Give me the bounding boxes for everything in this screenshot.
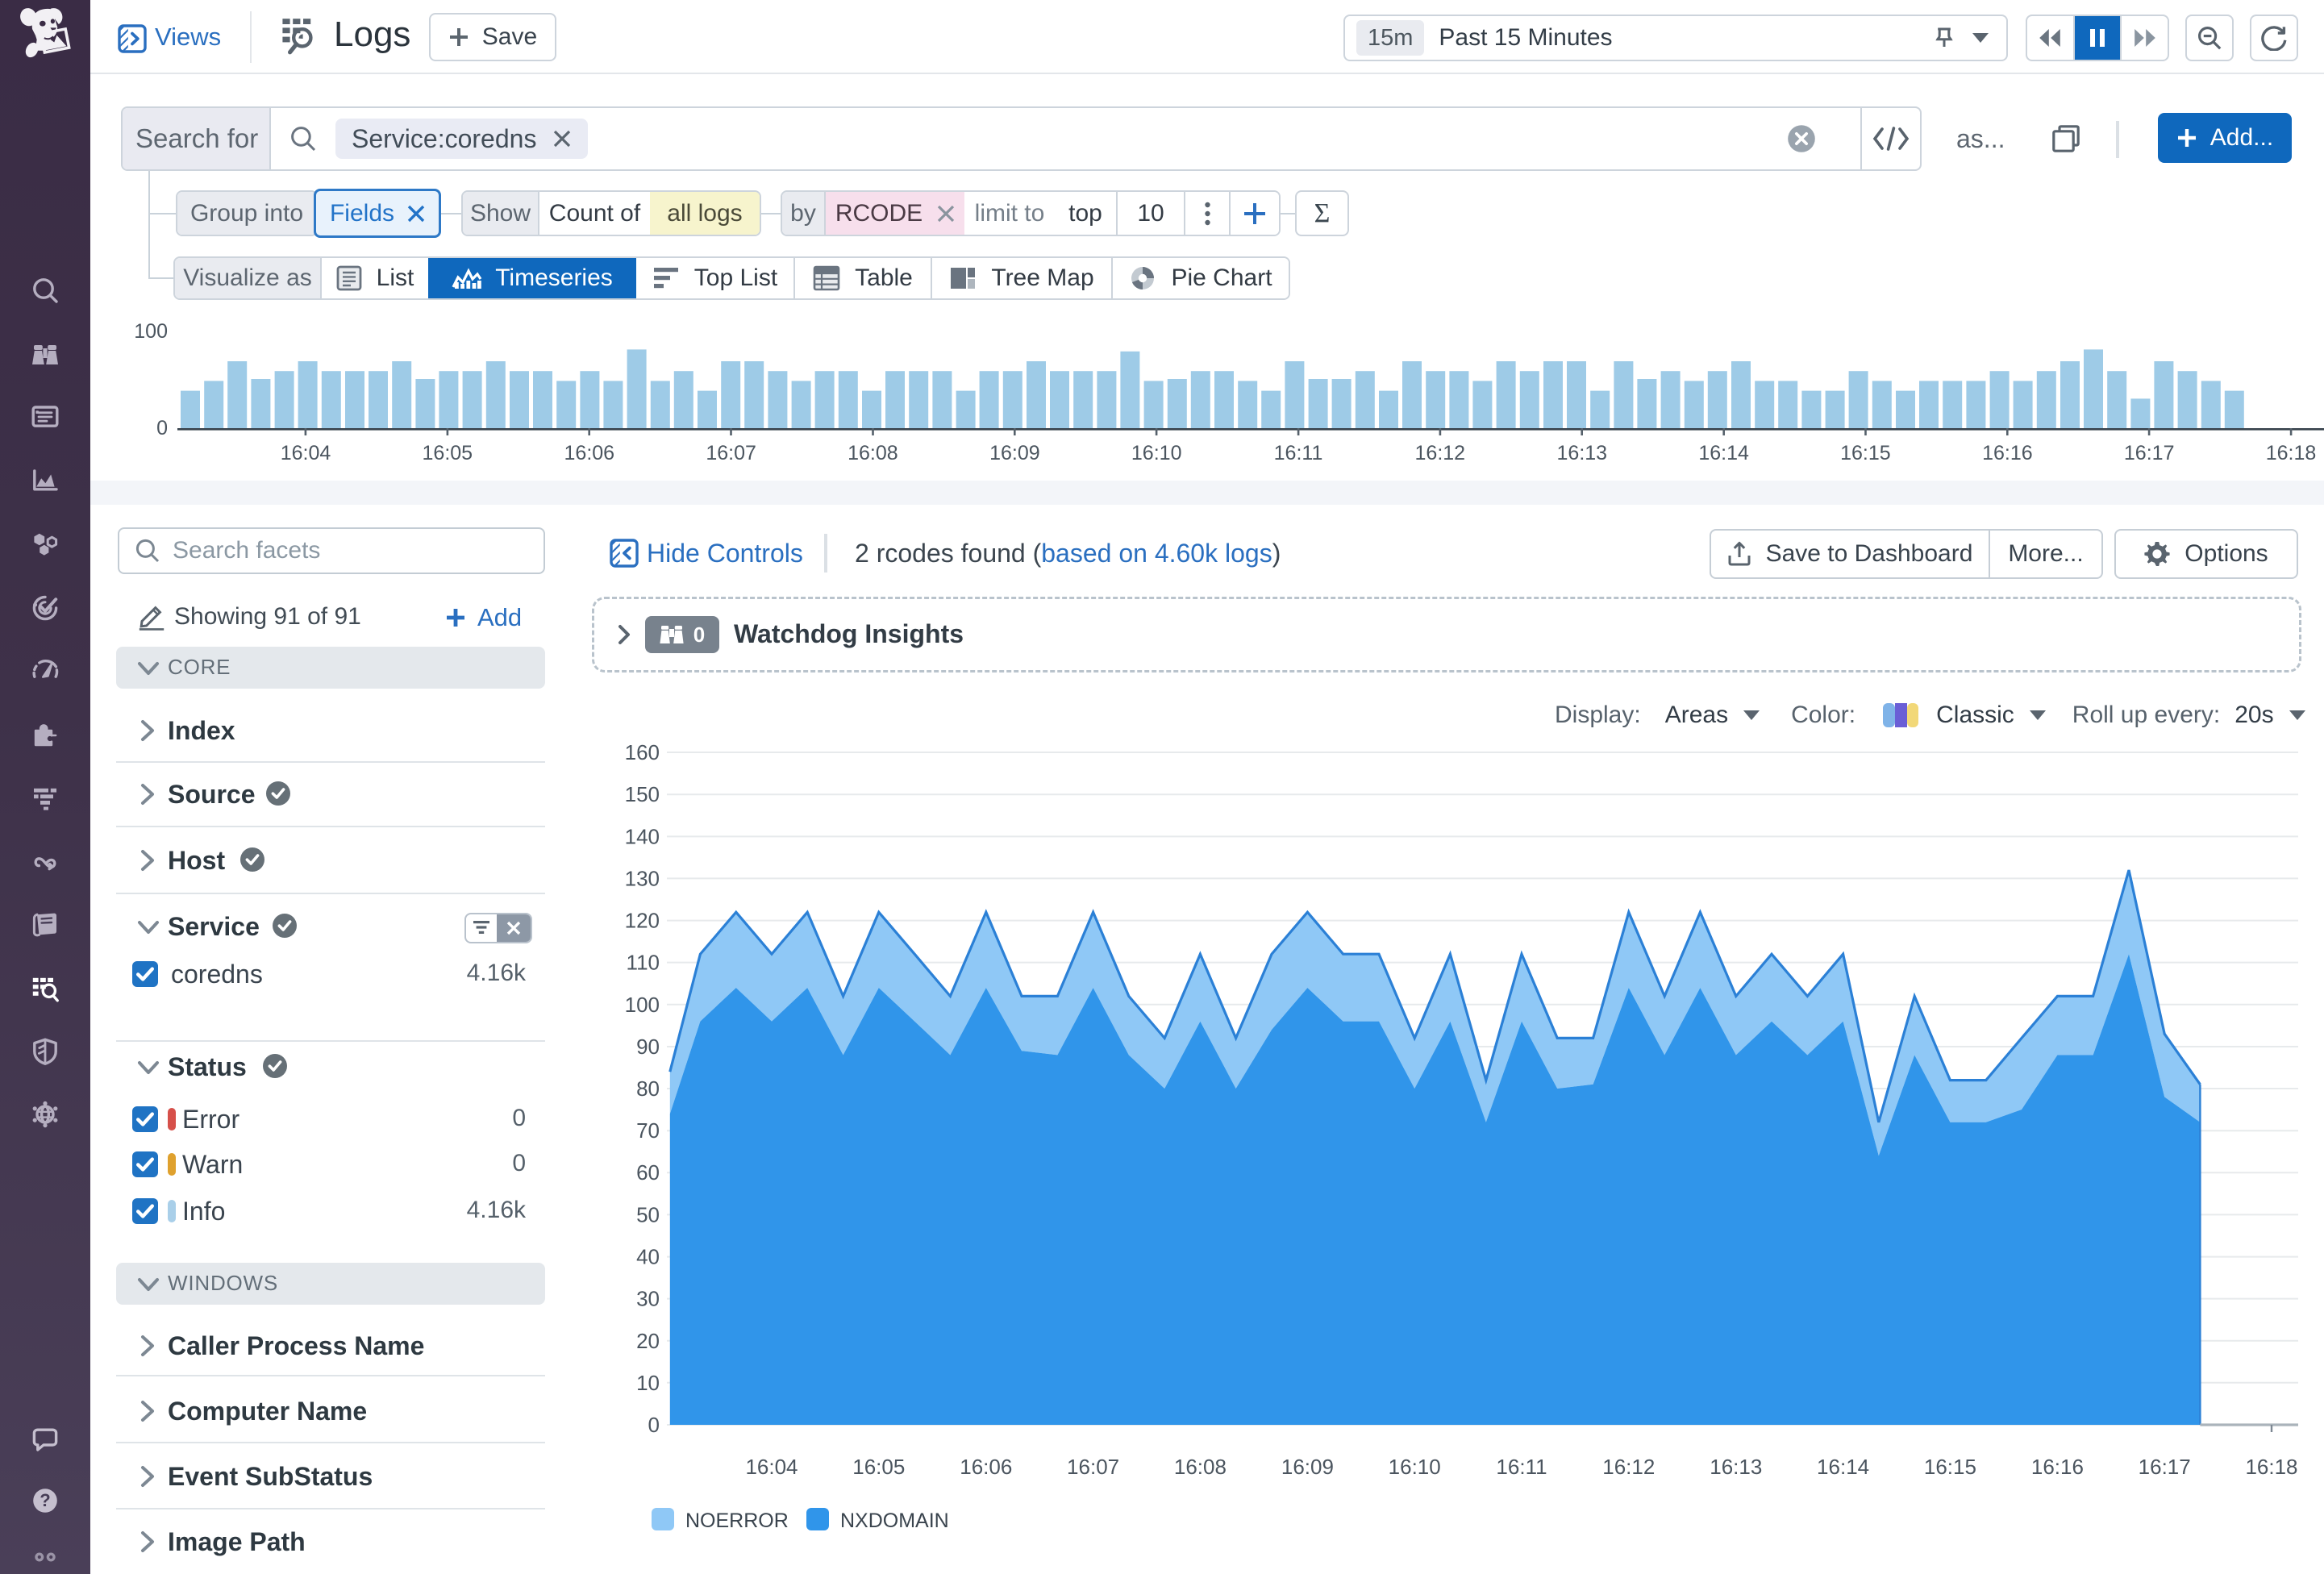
svg-text:16:09: 16:09	[989, 442, 1040, 464]
svg-text:40: 40	[636, 1245, 660, 1269]
svg-text:16:11: 16:11	[1496, 1455, 1547, 1479]
svg-text:70: 70	[636, 1118, 660, 1143]
svg-text:0: 0	[648, 1413, 660, 1437]
svg-text:16:06: 16:06	[960, 1455, 1012, 1479]
svg-text:0: 0	[156, 417, 168, 439]
svg-text:16:04: 16:04	[745, 1455, 798, 1479]
svg-text:120: 120	[625, 909, 660, 933]
svg-text:160: 160	[625, 740, 660, 764]
svg-text:16:04: 16:04	[281, 442, 331, 464]
svg-text:150: 150	[625, 782, 660, 806]
svg-text:16:13: 16:13	[1710, 1455, 1762, 1479]
svg-text:16:05: 16:05	[852, 1455, 905, 1479]
svg-text:16:08: 16:08	[848, 442, 898, 464]
svg-text:100: 100	[625, 993, 660, 1017]
svg-text:16:17: 16:17	[2139, 1455, 2191, 1479]
svg-text:100: 100	[134, 320, 168, 343]
svg-text:10: 10	[636, 1371, 660, 1395]
svg-text:16:12: 16:12	[1415, 442, 1466, 464]
svg-text:16:17: 16:17	[2124, 442, 2175, 464]
svg-text:16:05: 16:05	[423, 442, 473, 464]
svg-text:16:10: 16:10	[1131, 442, 1182, 464]
svg-text:16:09: 16:09	[1281, 1455, 1334, 1479]
svg-text:20: 20	[636, 1329, 660, 1353]
svg-text:16:16: 16:16	[2031, 1455, 2084, 1479]
svg-text:110: 110	[627, 951, 660, 975]
svg-text:130: 130	[625, 866, 660, 890]
svg-text:16:14: 16:14	[1698, 442, 1749, 464]
svg-text:16:14: 16:14	[1817, 1455, 1869, 1479]
svg-text:60: 60	[636, 1160, 660, 1185]
svg-text:16:12: 16:12	[1602, 1455, 1655, 1479]
svg-text:140: 140	[625, 824, 660, 848]
svg-text:16:08: 16:08	[1174, 1455, 1227, 1479]
svg-text:NXDOMAIN: NXDOMAIN	[840, 1509, 949, 1532]
svg-text:16:18: 16:18	[2266, 442, 2317, 464]
svg-text:16:10: 16:10	[1389, 1455, 1441, 1479]
svg-text:80: 80	[636, 1076, 660, 1101]
svg-text:16:06: 16:06	[564, 442, 615, 464]
svg-text:16:07: 16:07	[706, 442, 756, 464]
svg-text:90: 90	[636, 1035, 660, 1059]
svg-text:16:15: 16:15	[1924, 1455, 1976, 1479]
svg-text:16:13: 16:13	[1557, 442, 1608, 464]
svg-text:16:15: 16:15	[1840, 442, 1891, 464]
svg-text:16:16: 16:16	[1982, 442, 2033, 464]
svg-text:16:07: 16:07	[1067, 1455, 1119, 1479]
svg-text:30: 30	[636, 1287, 660, 1311]
svg-text:16:18: 16:18	[2245, 1455, 2297, 1479]
svg-text:?: ?	[40, 1490, 50, 1510]
svg-text:50: 50	[636, 1202, 660, 1226]
svg-text:16:11: 16:11	[1274, 442, 1323, 464]
svg-text:NOERROR: NOERROR	[685, 1509, 789, 1532]
